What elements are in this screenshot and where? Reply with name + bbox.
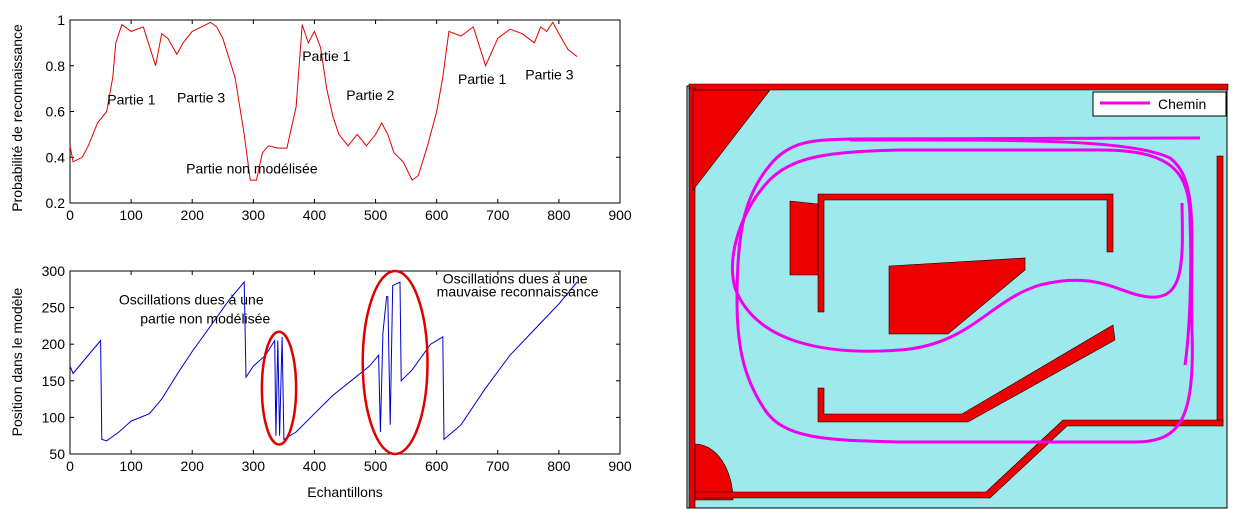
y-tick-labels: 0.2 0.4 0.6 0.8 1 — [46, 12, 620, 211]
annotation: Partie 3 — [525, 66, 573, 82]
highlight-ellipses — [260, 269, 429, 456]
x-tick-label: 100 — [119, 458, 143, 474]
annotation: Partie 1 — [302, 48, 350, 64]
annotations: Oscillations dues à une partie non modéli… — [119, 270, 599, 326]
y-tick-label: 300 — [42, 263, 66, 279]
annotation: mauvaise reconnaissance — [437, 284, 599, 300]
legend: Chemin — [1092, 91, 1227, 117]
series-line — [69, 21, 578, 181]
recognition-probability-chart: 0 100 200 300 400 500 600 700 800 900 0.20.40.60.… — [9, 12, 632, 223]
x-tick-label: 100 — [119, 207, 143, 223]
bottom-right-wall — [694, 419, 1224, 499]
small-left-block — [789, 200, 819, 276]
annotation: Oscillations dues à une — [119, 292, 264, 308]
x-axis-label: Echantillons — [307, 484, 383, 500]
lower-corridor-wall — [817, 324, 1116, 423]
x-tick-label: 200 — [181, 458, 205, 474]
x-tick-label: 600 — [425, 458, 449, 474]
x-tick-label: 200 — [181, 207, 205, 223]
map-panel: Chemin — [686, 83, 1229, 509]
y-tick-label: 250 — [42, 300, 66, 316]
x-tick-label: 500 — [364, 207, 388, 223]
x-tick-label: 600 — [425, 207, 449, 223]
annotation: Partie non modélisée — [186, 160, 318, 176]
left-wall — [688, 87, 696, 509]
annotation: Partie 2 — [346, 87, 394, 103]
y-tick-labels: 50 100 150 200 250 300 — [42, 263, 620, 462]
annotation: Partie 1 — [107, 92, 155, 108]
x-tick-label: 900 — [608, 458, 632, 474]
annotation: Oscillations dues à une — [443, 270, 588, 286]
upper-box-wall — [817, 193, 1114, 313]
walls — [688, 83, 1229, 509]
y-tick-label: 0.2 — [46, 195, 66, 211]
plot-frame — [69, 19, 621, 204]
x-tick-label: 300 — [242, 207, 266, 223]
legend-label: Chemin — [1158, 96, 1206, 112]
y-tick-label: 0.4 — [46, 149, 66, 165]
y-tick-label: 150 — [42, 373, 66, 389]
y-axis-label: Position dans le modèle — [9, 287, 25, 436]
y-tick-label: 1 — [57, 12, 65, 28]
top-wall — [688, 83, 1229, 91]
x-tick-label: 0 — [66, 458, 74, 474]
x-tick-label: 800 — [547, 458, 571, 474]
y-tick-label: 50 — [49, 446, 65, 462]
x-tick-labels: 0 100 200 300 400 500 600 700 800 900 — [66, 20, 632, 223]
top-left-corner-wedge — [692, 89, 771, 191]
x-tick-label: 900 — [608, 207, 632, 223]
x-tick-label: 300 — [242, 458, 266, 474]
path-lines — [731, 136, 1201, 444]
highlight-ellipse — [260, 330, 298, 446]
model-position-chart: 0 100 200 300 400 500 600 700 800 900 50 100 150 200… — [9, 263, 632, 500]
y-tick-label: 0.8 — [46, 58, 66, 74]
y-tick-label: 100 — [42, 409, 66, 425]
annotations: Partie 1 Partie 3 Partie non modélisée Part… — [107, 48, 573, 176]
x-tick-label: 400 — [303, 207, 327, 223]
annotation: partie non modélisée — [140, 311, 270, 327]
y-axis-label: Probabilité de reconnaissance — [9, 24, 25, 212]
center-block — [888, 257, 1026, 335]
right-wall — [1216, 155, 1224, 426]
y-tick-label: 0.6 — [46, 104, 66, 120]
annotation: Partie 1 — [458, 71, 506, 87]
path-line — [735, 136, 1201, 444]
plot-frame — [69, 270, 621, 455]
annotation: Partie 3 — [177, 89, 225, 105]
x-tick-label: 400 — [303, 458, 327, 474]
x-tick-label: 800 — [547, 207, 571, 223]
path-line — [731, 148, 1193, 366]
x-tick-labels: 0 100 200 300 400 500 600 700 800 900 — [66, 271, 632, 474]
x-tick-label: 500 — [364, 458, 388, 474]
highlight-ellipse — [361, 269, 429, 456]
x-tick-label: 700 — [486, 207, 510, 223]
x-tick-label: 0 — [66, 207, 74, 223]
y-tick-label: 200 — [42, 336, 66, 352]
series-line — [69, 280, 578, 442]
x-tick-label: 700 — [486, 458, 510, 474]
bottom-left-quarter-disc — [694, 443, 734, 501]
